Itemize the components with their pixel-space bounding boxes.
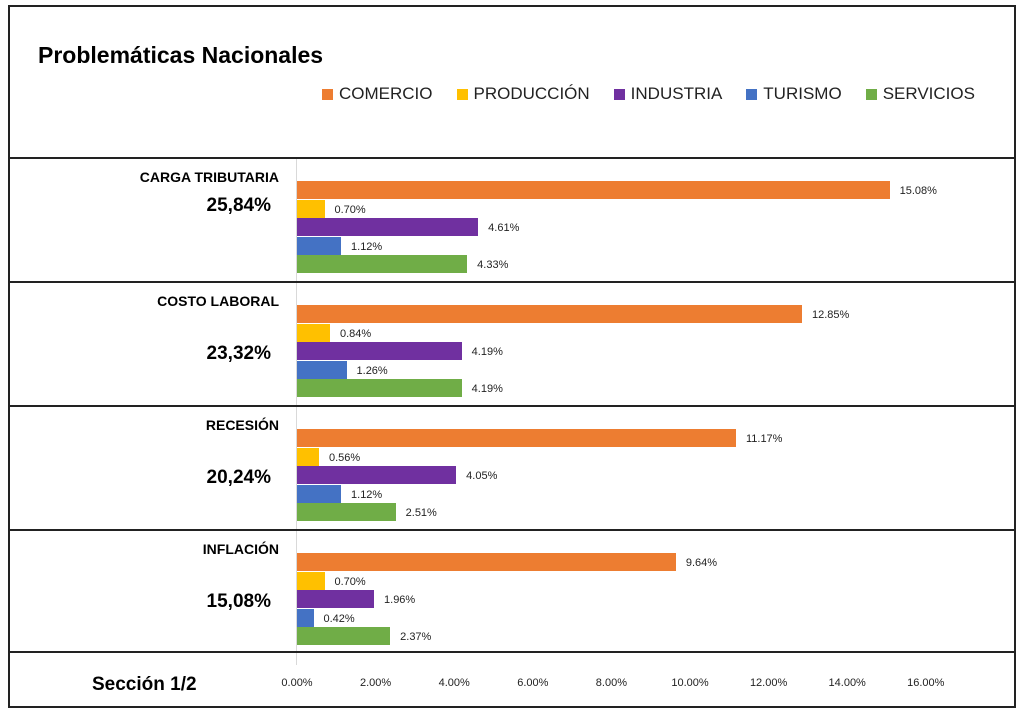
chart-title: Problemáticas Nacionales [38,42,324,68]
bar-value-label: 9.64% [685,557,718,569]
category-label: COSTO LABORAL [157,293,279,309]
legend-item-4: SERVICIOS [865,84,975,104]
legend-swatch [613,88,625,100]
bar-industria [297,466,457,484]
x-tick-label: 14.00% [828,677,866,689]
legend-swatch [322,88,333,100]
bar-servicios [297,255,468,273]
bar-industria [297,590,375,608]
legend-label: SERVICIOS [882,84,975,103]
bar-producción [297,323,330,342]
bar-turismo [297,236,342,255]
bar-value-label: 4.19% [471,346,503,358]
bar-value-label: 12.85% [812,309,850,321]
bar-value-label: 4.33% [477,259,509,271]
bar-value-label: 1.96% [384,594,416,606]
x-tick-label: 2.00% [359,677,392,689]
x-tick-label: 12.00% [749,677,788,689]
category-section: COSTO LABORAL 23,32% 12.85% 0.84% 4.19% 1.26%… [8,281,1016,405]
bar-value-label: 4.61% [488,222,520,234]
bar-value-label: 0.42% [323,612,355,625]
bar-comercio [297,305,802,323]
bar-value-label: 4.19% [471,383,503,395]
bar-industria [297,342,462,360]
category-total: 25,84% [206,195,271,216]
category-section: RECESIÓN 20,24% 11.17% 0.56% 4.05% 1.12% 2.51% [8,405,1016,529]
legend-swatch [865,88,877,100]
bar-servicios [297,379,462,397]
bar-value-label: 1.12% [351,240,383,253]
bar-comercio [297,553,676,571]
legend-item-2: INDUSTRIA [613,84,723,104]
bar-producción [297,199,325,218]
category-label: CARGA TRIBUTARIA [139,169,279,185]
bar-value-label: 0.70% [334,575,366,588]
bar-value-label: 0.84% [340,327,372,340]
bar-value-label: 1.26% [356,364,388,377]
bar-value-label: 0.70% [334,203,366,216]
bar-turismo [297,484,342,503]
bar-servicios [297,627,391,645]
legend-swatch [746,88,758,100]
bar-comercio [297,429,736,447]
category-total: 20,24% [206,467,271,488]
category-section: INFLACIÓN 15,08% 9.64% 0.70% 1.96% 0.42% 2.37% [8,529,1016,653]
bar-value-label: 4.05% [466,470,498,482]
bar-turismo [297,360,347,379]
legend-item-3: TURISMO [746,84,842,104]
category-label: RECESIÓN [205,417,279,433]
x-tick-label: 8.00% [595,677,627,689]
bar-value-label: 11.17% [745,433,783,445]
bar-value-label: 15.08% [899,185,937,197]
chart-frame [8,5,1016,708]
x-tick-label: 4.00% [438,677,470,689]
x-tick-label: 0.00% [281,677,313,689]
bar-value-label: 2.37% [400,631,432,643]
bar-turismo [297,608,314,627]
x-tick-label: 6.00% [517,677,549,689]
legend-label: TURISMO [763,84,842,103]
bar-comercio [297,181,890,199]
legend-label: PRODUCCIÓN [473,84,590,103]
legend-item-1: PRODUCCIÓN [456,84,590,104]
legend-label: COMERCIO [339,84,433,103]
legend-swatch [456,88,468,100]
bar-industria [297,218,479,236]
section-label: Sección 1/2 [92,674,197,695]
legend-label: INDUSTRIA [630,84,723,103]
bar-value-label: 2.51% [405,507,437,519]
y-axis-line [296,157,297,665]
x-tick-label: 16.00% [907,677,945,689]
bar-producción [297,447,319,466]
legend-item-0: COMERCIO [322,84,433,104]
footer-divider [8,651,1016,653]
bar-value-label: 1.12% [351,488,383,501]
category-label: INFLACIÓN [202,541,279,557]
category-total: 23,32% [206,343,271,364]
bar-value-label: 0.56% [329,451,361,464]
x-tick-label: 10.00% [671,677,709,689]
category-total: 15,08% [206,591,271,612]
category-section: CARGA TRIBUTARIA 25,84% 15.08% 0.70% 4.61% 1.… [8,157,1016,281]
bar-producción [297,571,325,590]
legend: COMERCIO PRODUCCIÓN INDUSTRIA TURISMO SERVIC… [322,84,999,104]
bar-servicios [297,503,396,521]
